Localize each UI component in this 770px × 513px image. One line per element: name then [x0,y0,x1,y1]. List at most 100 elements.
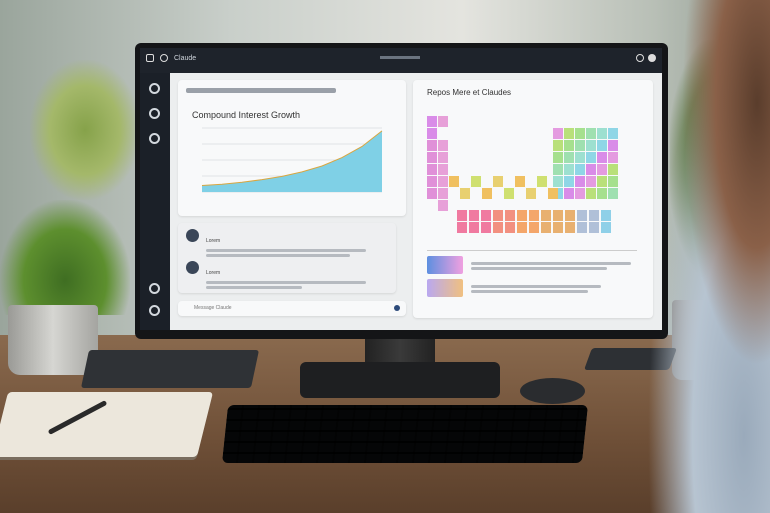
element-cell[interactable] [438,164,448,175]
element-cell[interactable] [608,188,618,199]
element-cell[interactable] [575,176,585,187]
element-cell[interactable] [438,116,448,127]
element-cell[interactable] [586,164,596,175]
element-cell[interactable] [505,210,515,221]
element-cell[interactable] [564,140,574,151]
settings-icon[interactable] [636,54,644,62]
element-cell[interactable] [517,222,527,233]
element-cell[interactable] [601,222,611,233]
element-cell[interactable] [553,176,563,187]
element-cell[interactable] [438,176,448,187]
element-cell[interactable] [529,210,539,221]
element-cell[interactable] [553,128,563,139]
element-cell[interactable] [564,152,574,163]
element-cell[interactable] [586,140,596,151]
element-cell[interactable] [586,128,596,139]
element-cell[interactable] [515,176,525,187]
element-cell[interactable] [564,164,574,175]
element-cell[interactable] [505,222,515,233]
element-cell[interactable] [529,222,539,233]
element-cell[interactable] [469,210,479,221]
element-cell[interactable] [564,128,574,139]
element-cell[interactable] [608,176,618,187]
element-cell[interactable] [541,210,551,221]
sidebar-icon-chat[interactable] [149,83,160,94]
element-cell[interactable] [493,210,503,221]
element-cell[interactable] [586,188,596,199]
element-cell[interactable] [457,222,467,233]
element-cell[interactable] [553,152,563,163]
element-cell[interactable] [575,164,585,175]
element-cell[interactable] [517,210,527,221]
element-cell[interactable] [597,188,607,199]
element-cell[interactable] [575,188,585,199]
sidebar-icon-settings[interactable] [149,305,160,316]
element-cell[interactable] [553,140,563,151]
element-cell[interactable] [438,200,448,211]
element-cell[interactable] [553,222,563,233]
element-cell[interactable] [597,164,607,175]
sidebar-icon-account[interactable] [149,283,160,294]
element-cell[interactable] [597,176,607,187]
element-cell[interactable] [553,210,563,221]
element-cell[interactable] [427,116,437,127]
element-cell[interactable] [601,210,611,221]
element-cell[interactable] [548,188,558,199]
element-cell[interactable] [493,176,503,187]
element-cell[interactable] [565,210,575,221]
element-cell[interactable] [481,210,491,221]
element-cell[interactable] [427,164,437,175]
globe-icon[interactable] [160,54,168,62]
element-cell[interactable] [577,222,587,233]
element-cell[interactable] [427,140,437,151]
element-cell[interactable] [427,128,437,139]
element-cell[interactable] [481,222,491,233]
element-cell[interactable] [575,128,585,139]
profile-icon[interactable] [648,54,656,62]
sidebar-icon-search[interactable] [149,108,160,119]
element-cell[interactable] [575,152,585,163]
element-cell[interactable] [608,164,618,175]
element-cell[interactable] [586,176,596,187]
element-cell[interactable] [608,152,618,163]
element-cell[interactable] [564,188,574,199]
element-cell[interactable] [504,188,514,199]
element-cell[interactable] [564,176,574,187]
element-cell[interactable] [553,164,563,175]
element-cell[interactable] [608,128,618,139]
element-cell[interactable] [577,210,587,221]
sidebar-icon-projects[interactable] [149,133,160,144]
element-cell[interactable] [586,152,596,163]
element-cell[interactable] [565,222,575,233]
element-cell[interactable] [553,188,563,199]
element-cell[interactable] [589,210,599,221]
element-cell[interactable] [438,140,448,151]
element-cell[interactable] [457,210,467,221]
element-cell[interactable] [597,152,607,163]
element-cell[interactable] [493,222,503,233]
element-cell[interactable] [575,140,585,151]
panel-heading: Repos Mere et Claudes [427,88,512,97]
send-icon[interactable] [394,305,400,311]
element-cell[interactable] [427,188,437,199]
element-cell[interactable] [469,222,479,233]
book [80,350,260,388]
element-cell[interactable] [597,140,607,151]
element-cell[interactable] [526,188,536,199]
element-cell[interactable] [482,188,492,199]
home-icon[interactable] [146,54,154,62]
address-bar[interactable] [380,56,420,59]
element-cell[interactable] [471,176,481,187]
element-cell[interactable] [427,152,437,163]
element-cell[interactable] [537,176,547,187]
element-cell[interactable] [541,222,551,233]
element-cell[interactable] [449,176,459,187]
element-cell[interactable] [597,128,607,139]
element-cell[interactable] [460,188,470,199]
element-cell[interactable] [589,222,599,233]
message-input[interactable]: Message Claude [178,301,406,316]
element-cell[interactable] [427,176,437,187]
element-cell[interactable] [608,140,618,151]
element-cell[interactable] [438,188,448,199]
element-cell[interactable] [438,152,448,163]
